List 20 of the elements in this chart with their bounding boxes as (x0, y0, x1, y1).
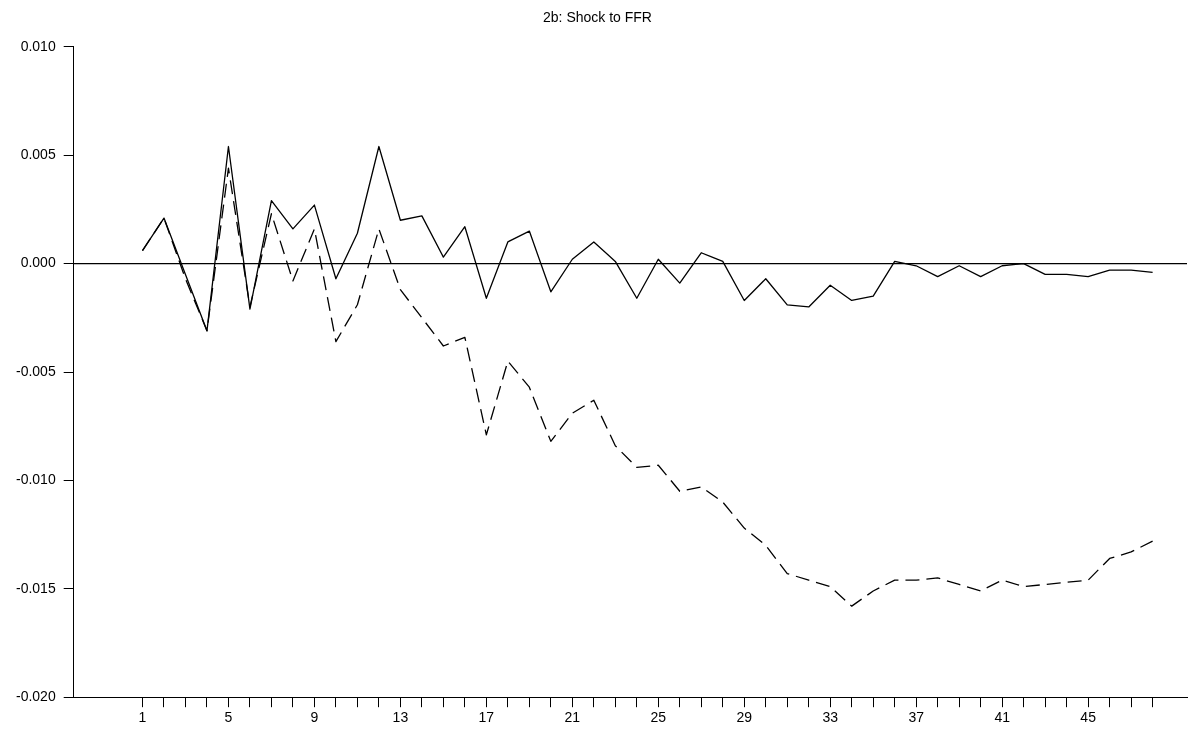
x-tick-label: 5 (224, 709, 233, 726)
x-tick-label: 17 (478, 709, 495, 726)
y-tick-label: -0.005 (15, 362, 56, 379)
x-tick-label: 41 (994, 709, 1011, 726)
x-tick-label: 33 (822, 709, 839, 726)
y-tick-label: 0.010 (20, 37, 56, 54)
y-tick-label: -0.015 (15, 579, 56, 596)
y-tick-label: -0.020 (15, 688, 56, 705)
x-tick-label: 25 (650, 709, 667, 726)
x-tick-label: 9 (310, 709, 319, 726)
x-tick-label: 45 (1080, 709, 1097, 726)
x-tick-label: 1 (138, 709, 147, 726)
y-tick-label: 0.000 (20, 254, 56, 271)
x-tick-label: 29 (736, 709, 753, 726)
x-tick-label: 13 (392, 709, 409, 726)
chart-title: 2b: Shock to FFR (543, 9, 652, 26)
x-tick-label: 37 (908, 709, 925, 726)
y-tick-label: -0.010 (15, 471, 56, 488)
y-tick-label: 0.005 (20, 146, 56, 163)
x-tick-label: 21 (564, 709, 581, 726)
